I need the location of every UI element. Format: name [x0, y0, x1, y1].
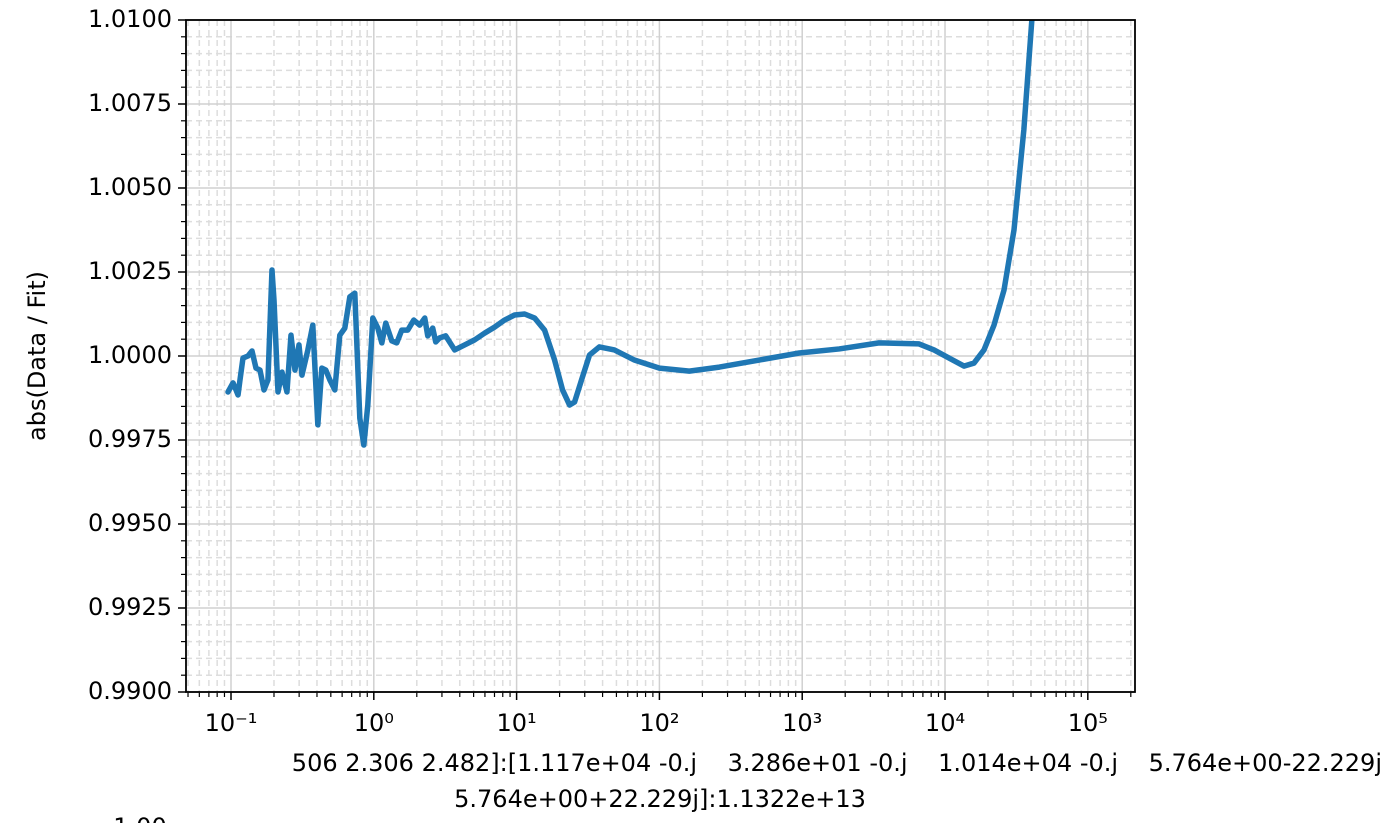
next-chart-tick: 1.00	[113, 813, 166, 823]
y-tick-label: 1.0050	[88, 173, 172, 201]
x-tick-label: 10²	[639, 709, 679, 737]
x-tick-label: 10⁻¹	[205, 709, 258, 737]
y-tick-label: 0.9925	[88, 593, 172, 621]
x-tick-label: 10⁰	[354, 709, 394, 737]
data-line	[225, 20, 1035, 448]
y-tick-label: 1.0100	[88, 5, 172, 33]
y-tick-label: 0.9975	[88, 425, 172, 453]
y-tick-label: 0.9950	[88, 509, 172, 537]
x-axis-label: 506 2.306 2.482]:[1.117e+04 -0.j 3.286e+…	[292, 749, 1382, 777]
x-tick-label: 10³	[782, 709, 822, 737]
x-tick-label: 10¹	[497, 709, 537, 737]
y-axis-label: abs(Data / Fit)	[23, 271, 51, 441]
y-tick-label: 1.0025	[88, 257, 172, 285]
x-tick-label: 10⁵	[1068, 709, 1108, 737]
y-tick-label: 1.0000	[88, 341, 172, 369]
x-axis-label: 5.764e+00+22.229j]:1.1322e+13	[454, 785, 866, 813]
x-tick-label: 10⁴	[925, 709, 965, 737]
y-tick-label: 1.0075	[88, 89, 172, 117]
y-tick-label: 0.9900	[88, 677, 172, 705]
plot-frame	[185, 19, 1136, 693]
